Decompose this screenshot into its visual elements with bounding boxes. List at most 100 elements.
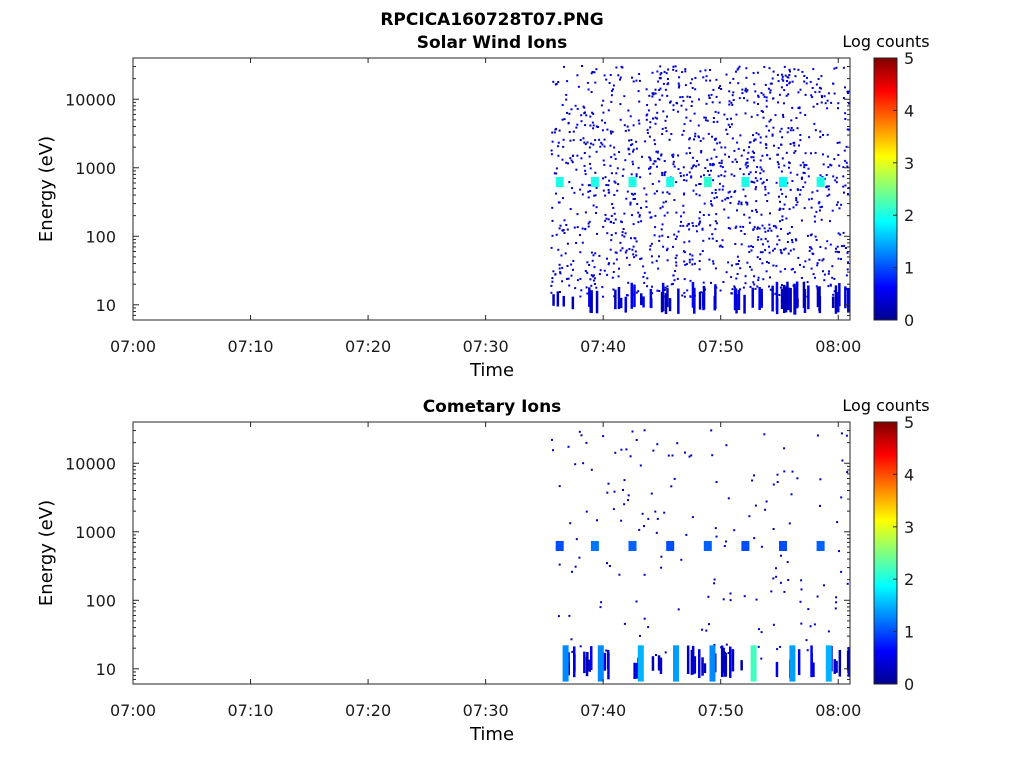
data-cell [588,264,591,266]
data-cell [747,245,750,248]
data-cell [838,649,842,677]
data-cell [619,103,622,106]
data-cell [602,159,605,162]
data-cell [815,239,818,241]
data-cell [779,249,782,251]
data-cell [733,149,736,152]
data-cell [837,232,840,235]
data-cell [691,254,694,257]
data-cell [644,140,647,143]
data-cell [775,567,777,570]
data-cell [791,180,794,182]
data-cell [646,131,649,134]
data-cell [699,70,702,73]
data-cell [777,101,779,104]
data-cell [820,87,822,90]
data-cell [681,71,684,74]
data-cell [802,281,806,308]
data-cell [604,121,606,124]
data-cell [816,177,825,187]
data-cell [765,99,768,102]
data-cell [737,263,740,265]
data-cell [756,114,759,117]
data-cell [746,203,749,206]
data-cell [655,259,658,262]
data-cell [837,107,839,110]
data-cell [735,293,738,314]
data-cell [690,649,694,675]
data-cell [840,570,843,573]
data-cell [591,111,594,114]
data-cell [704,167,707,170]
data-cell [597,126,599,128]
data-cell [807,175,810,178]
data-cell [837,154,840,156]
data-cell [679,96,682,99]
data-cell [653,192,656,195]
data-cell [562,145,565,148]
data-cell [813,623,816,626]
data-cell [833,92,836,95]
data-cell [565,93,568,96]
data-cell [576,213,579,216]
data-cell [753,139,755,142]
data-cell [779,220,781,223]
data-cell [804,181,807,184]
data-cell [774,114,777,117]
data-cell [619,241,622,244]
data-cell [593,277,596,280]
data-cell [727,652,730,654]
data-cell [844,184,847,187]
data-cell [589,167,592,170]
data-cell [820,94,823,97]
data-cell [808,136,811,139]
data-cell [579,295,582,298]
data-cell [614,181,617,184]
data-cell [692,224,695,227]
data-cell [638,214,641,217]
data-cell [602,435,605,438]
data-cell [713,643,716,646]
data-cell [610,215,613,217]
data-cell [800,622,803,625]
data-cell [750,645,757,682]
spectrogram-cells [550,65,850,315]
data-cell [605,649,608,652]
y-tick-label: 10 [96,296,116,315]
data-cell [843,191,845,194]
data-cell [674,238,677,240]
data-cell [702,292,705,311]
data-cell [631,160,634,163]
data-cell [691,78,694,81]
data-cell [643,271,646,274]
data-cell [629,203,632,206]
data-cell [764,230,767,233]
data-cell [791,106,794,109]
data-cell [627,129,630,132]
data-cell [585,510,588,513]
data-cell [724,198,727,201]
data-cell [768,67,771,70]
data-cell [723,113,726,116]
data-cell [823,273,826,276]
data-cell [807,167,810,170]
data-cell [551,219,554,222]
data-cell [799,600,802,603]
data-cell [673,477,676,480]
data-cell [725,643,728,646]
data-cell [658,235,661,238]
data-cell [719,85,722,88]
data-cell [666,288,669,308]
data-cell [846,90,849,93]
data-cell [558,267,561,270]
data-cell [611,276,614,279]
data-cell [568,284,571,287]
data-cell [761,182,764,185]
data-cell [637,645,644,682]
data-cell [648,94,651,97]
data-cell [809,234,812,237]
data-cell [757,276,760,279]
data-cell [589,184,592,187]
data-cell [608,82,611,84]
